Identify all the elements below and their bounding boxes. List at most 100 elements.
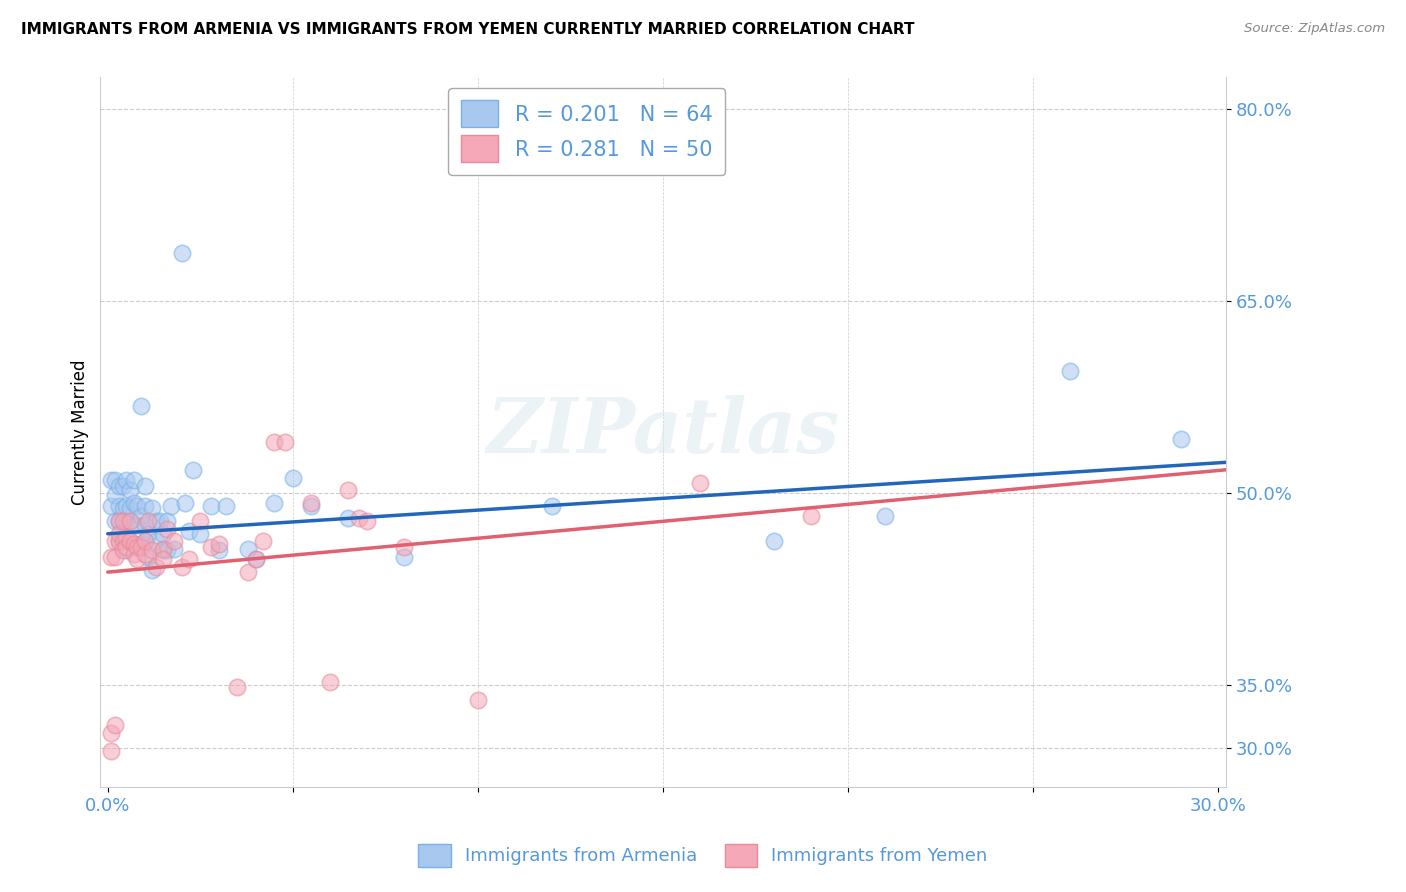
Point (200, 540, 222, 554)
Point (115, 514, 138, 528)
Point (111, 479, 134, 493)
Point (170, 245, 193, 260)
Point (111, 543, 134, 558)
Point (134, 534, 156, 549)
Legend: R = 0.201   N = 64, R = 0.281   N = 50: R = 0.201 N = 64, R = 0.281 N = 50 (449, 87, 725, 175)
Point (208, 543, 231, 558)
Point (467, 693, 489, 707)
Point (226, 680, 249, 694)
Point (263, 434, 285, 449)
Point (174, 496, 197, 510)
Point (179, 552, 201, 566)
Point (263, 496, 285, 510)
Point (138, 514, 160, 528)
Point (104, 534, 127, 549)
Point (163, 542, 186, 557)
Point (689, 475, 711, 490)
Point (208, 537, 231, 551)
Point (127, 552, 149, 566)
Legend: Immigrants from Armenia, Immigrants from Yemen: Immigrants from Armenia, Immigrants from… (411, 837, 995, 874)
Point (129, 540, 152, 554)
Point (392, 549, 415, 564)
Point (118, 514, 141, 528)
Point (111, 534, 134, 549)
Point (118, 534, 141, 549)
Point (188, 514, 211, 528)
Point (129, 508, 152, 523)
Point (337, 483, 360, 498)
Point (115, 540, 138, 554)
Point (763, 534, 786, 549)
Point (111, 501, 134, 516)
Point (108, 534, 131, 549)
Point (127, 540, 149, 554)
Point (134, 517, 156, 532)
Point (156, 522, 179, 536)
Point (104, 549, 127, 564)
Point (108, 499, 131, 513)
Point (104, 473, 127, 487)
Text: Source: ZipAtlas.com: Source: ZipAtlas.com (1244, 22, 1385, 36)
Point (145, 534, 167, 549)
Point (145, 560, 167, 574)
Point (274, 434, 297, 449)
Point (541, 499, 564, 513)
Point (299, 499, 322, 513)
Point (281, 470, 304, 484)
Point (170, 560, 193, 574)
Point (159, 499, 181, 513)
Point (138, 549, 160, 564)
Point (118, 534, 141, 549)
Point (134, 479, 156, 493)
Point (356, 514, 378, 528)
Point (215, 499, 238, 513)
Point (129, 399, 152, 413)
Point (100, 499, 122, 513)
Point (163, 534, 186, 549)
Point (122, 496, 145, 510)
Text: ZIPatlas: ZIPatlas (486, 395, 839, 469)
Point (252, 534, 274, 549)
Point (238, 542, 260, 557)
Point (238, 565, 260, 579)
Point (149, 514, 172, 528)
Text: IMMIGRANTS FROM ARMENIA VS IMMIGRANTS FROM YEMEN CURRENTLY MARRIED CORRELATION C: IMMIGRANTS FROM ARMENIA VS IMMIGRANTS FR… (21, 22, 914, 37)
Point (127, 517, 149, 532)
Point (127, 499, 149, 513)
Point (134, 547, 156, 561)
Point (1059, 364, 1081, 378)
Point (115, 473, 138, 487)
Point (115, 499, 138, 513)
Point (141, 543, 163, 558)
Point (141, 501, 163, 516)
Point (108, 514, 131, 528)
Point (100, 726, 122, 740)
Point (100, 744, 122, 758)
Point (122, 537, 145, 551)
Point (108, 526, 131, 541)
Point (115, 531, 138, 545)
Point (118, 483, 141, 498)
Point (134, 534, 156, 549)
Point (337, 511, 360, 525)
Point (152, 542, 174, 557)
Point (179, 524, 201, 539)
Point (156, 514, 179, 528)
Point (156, 543, 179, 558)
Point (100, 473, 122, 487)
Point (349, 511, 371, 525)
Point (299, 496, 322, 510)
Point (152, 543, 174, 558)
Point (104, 514, 127, 528)
Point (392, 540, 415, 554)
Point (122, 517, 145, 532)
Point (875, 508, 897, 523)
Point (245, 552, 267, 566)
Point (122, 473, 145, 487)
Point (800, 508, 823, 523)
Point (138, 526, 160, 541)
Point (152, 526, 174, 541)
Point (122, 547, 145, 561)
Point (104, 488, 127, 502)
Point (115, 543, 138, 558)
